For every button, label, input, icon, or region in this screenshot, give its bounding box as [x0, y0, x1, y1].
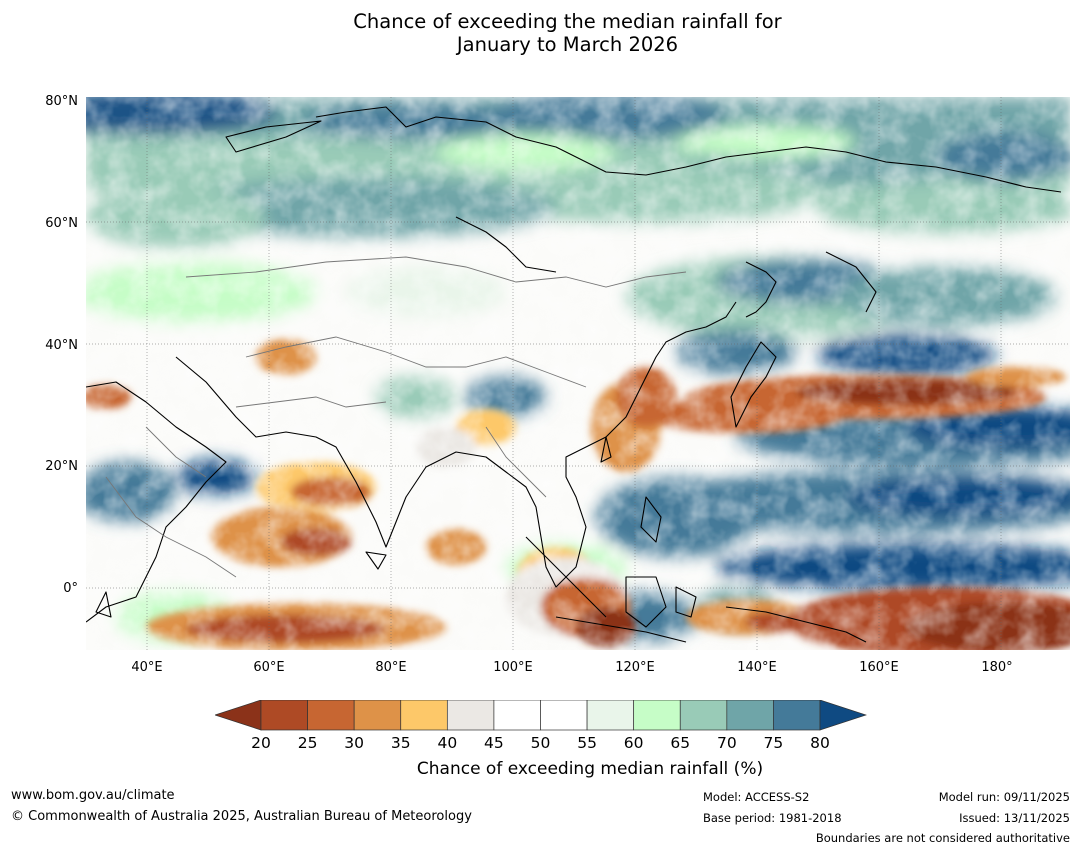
colorbar [213, 699, 868, 732]
colorbar-cell [726, 699, 774, 731]
colorbar-cell [307, 699, 355, 731]
colorbar-tick-label: 70 [716, 734, 737, 752]
colorbar-tick-label: 35 [390, 734, 411, 752]
colorbar-tick-label: 40 [437, 734, 458, 752]
rainfall-map[interactable] [86, 97, 1070, 650]
footer-copyright: © Commonwealth of Australia 2025, Austra… [11, 809, 472, 824]
colorbar-cell [400, 699, 448, 731]
lon-label-100e: 100°E [493, 660, 533, 675]
title-line-2: January to March 2026 [456, 33, 679, 56]
map-title: Chance of exceeding the median rainfall … [0, 10, 1081, 56]
lon-label-160e: 160°E [859, 660, 899, 675]
colorbar-cell [586, 699, 635, 731]
colorbar-tick-label: 75 [763, 734, 784, 752]
colorbar-tick-label: 55 [577, 734, 597, 752]
lat-label-40n: 40°N [45, 338, 78, 353]
colorbar-label: Chance of exceeding median rainfall (%) [416, 759, 764, 779]
country-borders [105, 256, 687, 578]
footer-issued: Issued: 13/11/2025 [959, 811, 1070, 825]
lat-label-0: 0° [63, 581, 78, 596]
colorbar-cell [260, 699, 308, 731]
lon-label-80e: 80°E [375, 660, 407, 675]
colorbar-tick-label: 45 [484, 734, 504, 752]
lon-label-40e: 40°E [131, 660, 163, 675]
colorbar-cell [493, 699, 541, 731]
colorbar-tick-label: 25 [297, 734, 318, 752]
footer-url[interactable]: www.bom.gov.au/climate [11, 788, 175, 803]
colorbar-tick-label: 20 [251, 734, 271, 752]
graticule [86, 97, 1070, 650]
colorbar-cell [679, 699, 728, 731]
colorbar-cell [773, 699, 821, 731]
colorbar-cells [260, 699, 821, 731]
colorbar-cell [540, 699, 588, 731]
colorbar-tick-label: 50 [530, 734, 551, 752]
footer-model-run: Model run: 09/11/2025 [938, 790, 1070, 804]
footer-disclaimer: Boundaries are not considered authoritat… [815, 831, 1070, 845]
colorbar-cell [353, 699, 402, 731]
colorbar-low-arrow [213, 699, 262, 731]
lon-label-180: 180° [981, 660, 1013, 675]
colorbar-tick-label: 80 [810, 734, 830, 752]
footer-base-period: Base period: 1981-2018 [703, 811, 842, 825]
rainfall-field [86, 97, 1070, 650]
colorbar-high-arrow [819, 699, 868, 731]
lon-label-60e: 60°E [253, 660, 285, 675]
lat-label-20n: 20°N [45, 459, 78, 474]
coastlines [86, 106, 1062, 643]
map-canvas [86, 97, 1070, 650]
lon-label-140e: 140°E [737, 660, 777, 675]
title-line-1: Chance of exceeding the median rainfall … [353, 10, 782, 33]
lon-label-120e: 120°E [615, 660, 655, 675]
colorbar-tick-label: 60 [623, 734, 644, 752]
lat-label-60n: 60°N [45, 216, 78, 231]
footer-model: Model: ACCESS-S2 [703, 790, 810, 804]
lat-label-80n: 80°N [45, 94, 78, 109]
colorbar-cell [446, 699, 495, 731]
colorbar-tick-label: 65 [670, 734, 691, 752]
colorbar-tick-label: 30 [344, 734, 365, 752]
colorbar-cell [633, 699, 681, 731]
